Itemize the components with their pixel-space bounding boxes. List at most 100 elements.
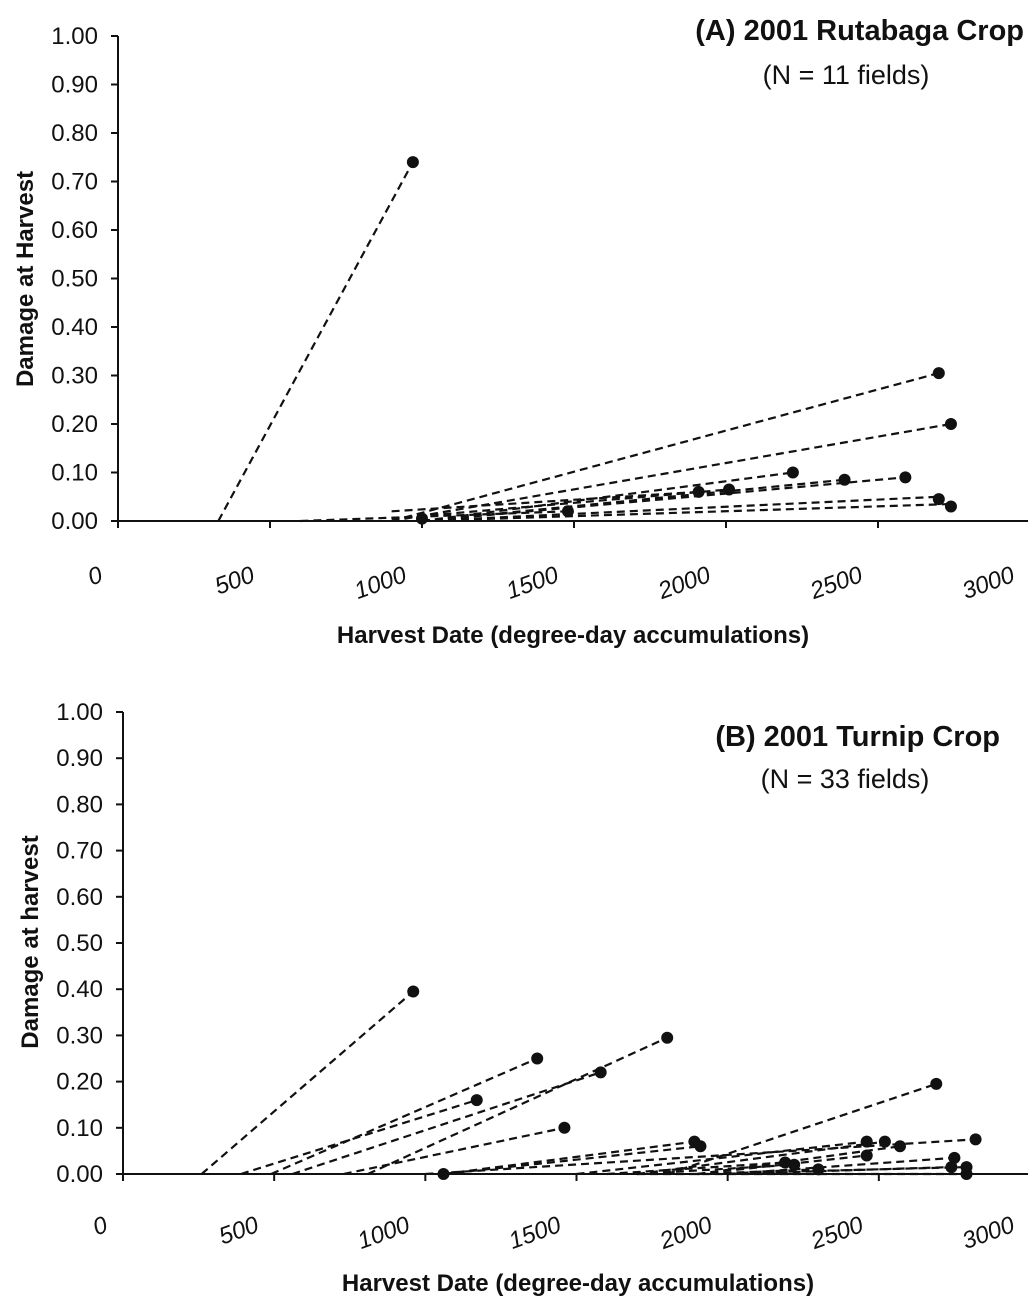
y-tick-label: 0.40 — [51, 314, 98, 341]
y-tick-label: 0.10 — [56, 1115, 103, 1142]
trend-line — [217, 161, 414, 522]
data-point — [878, 1135, 891, 1148]
y-tick-label: 1.00 — [56, 699, 103, 726]
y-tick-label: 0.90 — [51, 72, 98, 99]
data-point — [944, 418, 957, 430]
y-axis-title-a: Damage at Harvest — [12, 171, 39, 387]
trend-line — [291, 1071, 602, 1176]
x-tick-label: 0 — [84, 561, 106, 591]
trend-line — [300, 510, 568, 523]
trend-line — [727, 1165, 952, 1176]
x-tick-label: 3000 — [959, 561, 1019, 605]
data-point — [558, 1121, 571, 1134]
y-tick-label: 1.00 — [51, 23, 98, 50]
x-tick-label: 500 — [211, 561, 258, 600]
data-point — [838, 473, 851, 486]
y-tick-label: 0.10 — [51, 460, 98, 487]
data-point — [812, 1163, 825, 1176]
data-point — [948, 1151, 961, 1164]
x-tick-label: 2500 — [807, 1211, 868, 1255]
y-tick-label: 0.70 — [51, 169, 98, 196]
x-axis-title-a: Harvest Date (degree-day accumulations) — [337, 622, 809, 649]
data-point — [788, 1158, 801, 1171]
x-tick-label: 1500 — [503, 561, 563, 605]
trend-line — [421, 502, 951, 523]
trend-line — [200, 990, 414, 1175]
trend-line — [666, 1082, 937, 1176]
chart-subtitle-b: (N = 33 fields) — [761, 764, 930, 794]
data-point — [470, 1094, 483, 1107]
y-tick-label: 0.00 — [51, 508, 98, 535]
trend-line — [270, 1057, 538, 1176]
data-point — [945, 1161, 958, 1174]
x-tick-label: 1500 — [505, 1211, 565, 1255]
y-tick-label: 0.50 — [56, 930, 103, 957]
chart-title-b: (B) 2001 Turnip Crop — [715, 721, 1000, 753]
y-tick-label: 0.20 — [51, 411, 98, 438]
trend-lines-a — [217, 161, 952, 523]
data-points-a — [406, 156, 957, 525]
data-point — [786, 466, 799, 479]
data-point — [932, 367, 945, 380]
y-tick-label: 0.60 — [56, 884, 103, 911]
data-point — [594, 1066, 607, 1079]
data-points-b — [407, 985, 982, 1180]
data-point — [531, 1052, 544, 1065]
trend-line — [343, 1126, 565, 1176]
chart-title-a: (A) 2001 Rutabaga Crop — [695, 15, 1024, 47]
chart-panel-b: 0.00 0.10 0.20 0.30 0.40 0.50 0.60 0.70 0.80 0.90… — [17, 699, 1028, 1297]
y-tick-label: 0.90 — [56, 745, 103, 772]
trend-line — [576, 1140, 867, 1176]
y-tick-label: 0.80 — [56, 791, 103, 818]
data-point — [932, 493, 945, 506]
data-point — [893, 1140, 906, 1153]
data-point — [692, 485, 705, 498]
data-point — [944, 500, 957, 513]
data-point — [930, 1077, 943, 1090]
trend-line — [240, 1099, 478, 1176]
trend-line — [421, 476, 906, 523]
data-point — [661, 1031, 674, 1044]
x-tick-label: 500 — [215, 1211, 262, 1250]
axes-a: 0.00 0.10 0.20 0.30 0.40 0.50 0.60 0.70 0.80 0.90… — [51, 23, 1028, 605]
x-tick-label: 2000 — [655, 1211, 716, 1255]
trend-line — [421, 495, 939, 523]
y-axis-title-b: Damage at harvest — [17, 835, 44, 1048]
y-tick-label: 0.80 — [51, 120, 98, 147]
trend-line — [606, 1161, 786, 1176]
x-tick-label: 1000 — [354, 1211, 414, 1255]
trend-line — [443, 1145, 701, 1176]
data-point — [779, 1156, 792, 1169]
trend-line — [367, 1036, 668, 1176]
x-tick-label: 3000 — [959, 1211, 1019, 1255]
y-tick-label: 0.60 — [51, 217, 98, 244]
data-point — [899, 471, 912, 484]
y-tick-label: 0.70 — [56, 838, 103, 865]
trend-line — [391, 488, 730, 520]
x-axis-title-b: Harvest Date (degree-day accumulations) — [342, 1270, 814, 1297]
data-point — [969, 1133, 982, 1146]
data-point — [561, 505, 574, 518]
trend-line — [391, 372, 940, 523]
data-point — [723, 483, 736, 496]
data-point — [860, 1135, 873, 1148]
trend-line — [421, 471, 794, 523]
data-point — [860, 1149, 873, 1162]
x-tick-label: 1000 — [351, 561, 411, 605]
trend-line — [727, 1156, 955, 1176]
data-point — [407, 985, 420, 998]
chart-subtitle-a: (N = 11 fields) — [763, 60, 930, 90]
y-tick-label: 0.30 — [51, 363, 98, 390]
x-tick-label: 0 — [89, 1211, 111, 1241]
trend-lines-b — [200, 990, 976, 1176]
y-tick-label: 0.20 — [56, 1069, 103, 1096]
trend-line — [697, 1165, 967, 1176]
trend-line — [636, 1163, 795, 1176]
chart-panel-a: 0.00 0.10 0.20 0.30 0.40 0.50 0.60 0.70 0.80 0.90… — [12, 15, 1028, 649]
y-tick-label: 0.50 — [51, 266, 98, 293]
x-tick-label: 2500 — [806, 561, 867, 605]
trend-line — [443, 1140, 695, 1176]
y-tick-label: 0.00 — [56, 1161, 103, 1188]
data-point — [694, 1140, 707, 1153]
